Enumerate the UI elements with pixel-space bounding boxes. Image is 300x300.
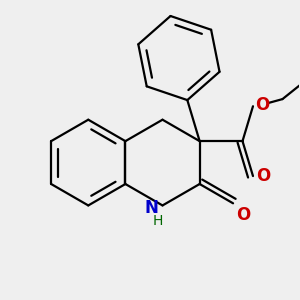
Text: O: O bbox=[256, 167, 270, 185]
Text: O: O bbox=[255, 96, 269, 114]
Text: O: O bbox=[236, 206, 250, 224]
Text: N: N bbox=[144, 199, 158, 217]
Text: H: H bbox=[153, 214, 163, 228]
